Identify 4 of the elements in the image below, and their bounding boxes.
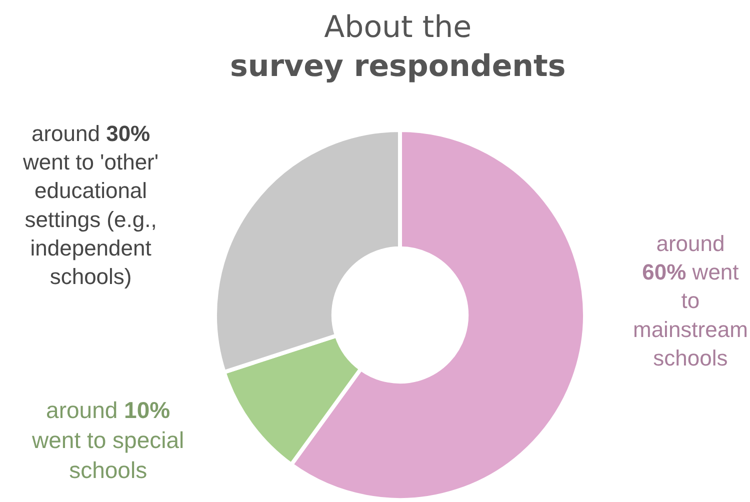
- slice-label: around 60% went to mainstream schools: [633, 231, 748, 370]
- slice-label: around 10% went to special schools: [31, 397, 184, 483]
- chart-title: About the survey respondents: [230, 10, 566, 84]
- slice-label: around 30% went to 'other' educational settings (e.g., independent schools): [22, 121, 159, 289]
